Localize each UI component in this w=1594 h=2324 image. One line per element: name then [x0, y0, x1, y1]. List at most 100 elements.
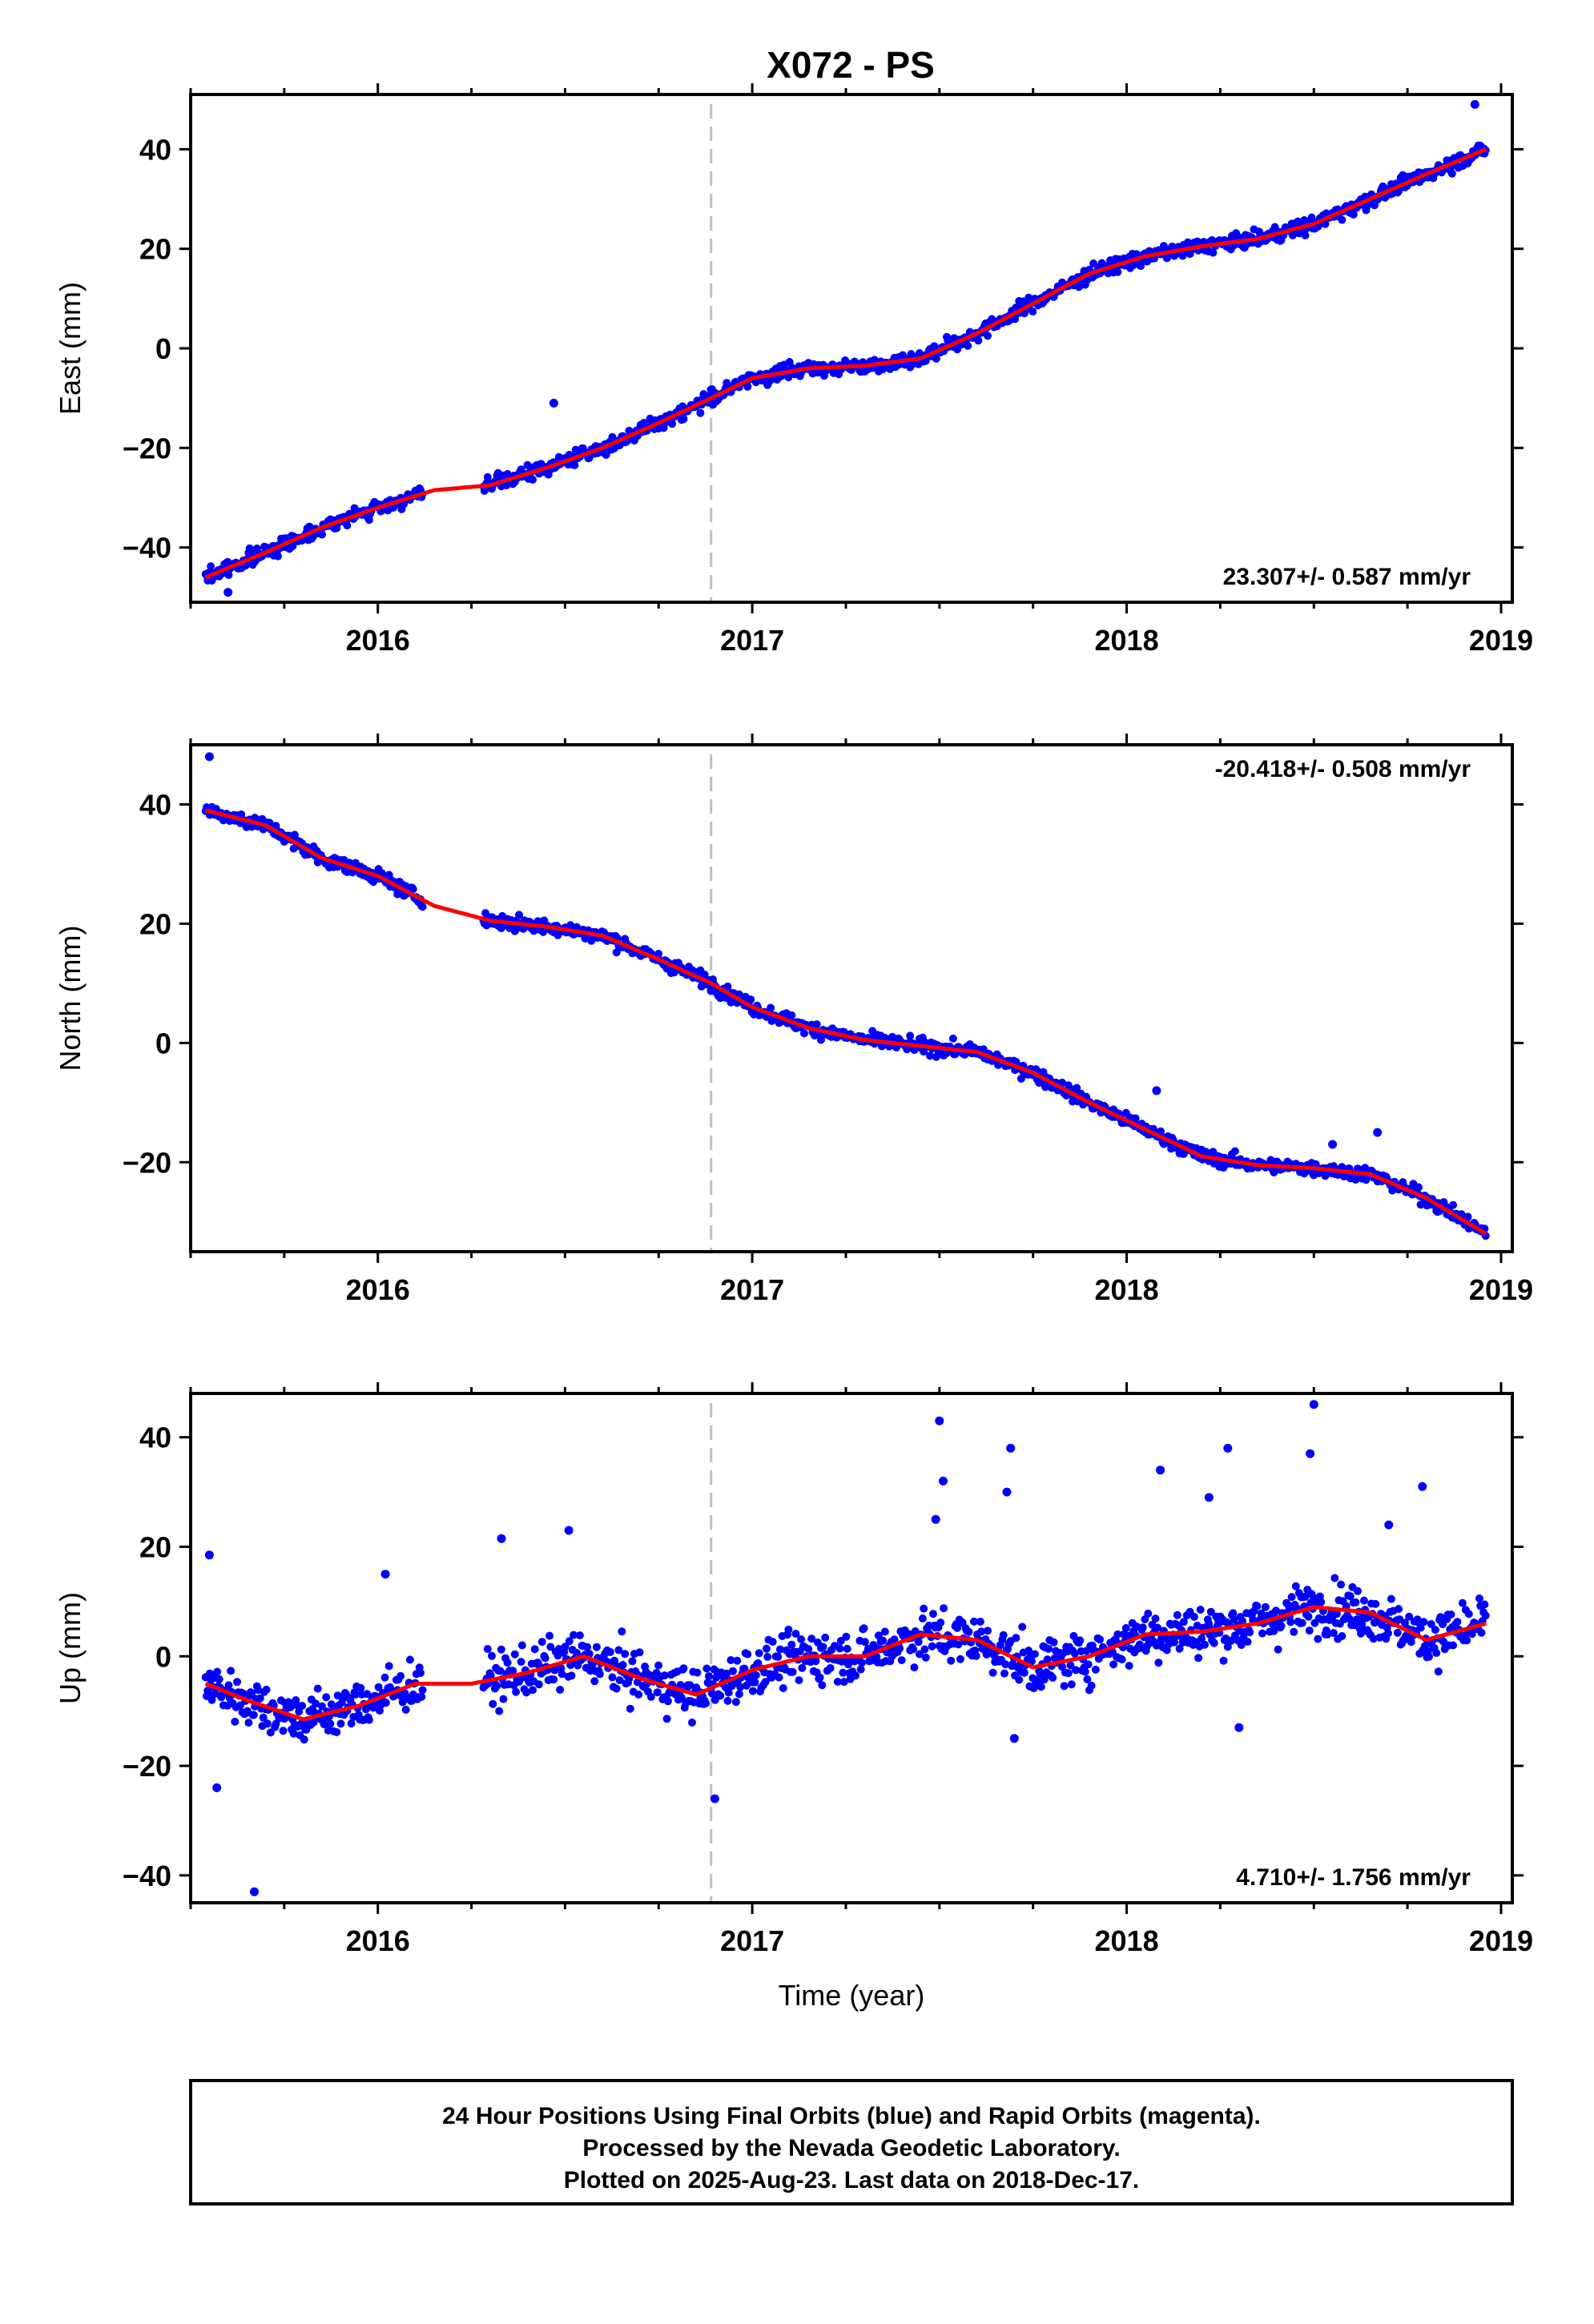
data-point — [489, 1699, 497, 1708]
data-point — [249, 1711, 258, 1719]
data-point — [595, 1670, 604, 1679]
data-point — [1081, 1667, 1089, 1676]
data-point — [1314, 1634, 1322, 1643]
data-point — [936, 1618, 945, 1627]
chart-title: X072 - PS — [767, 44, 935, 86]
data-point — [396, 1671, 405, 1680]
data-point — [495, 1707, 504, 1715]
data-point — [763, 1652, 772, 1661]
data-point — [880, 1627, 889, 1636]
outlier-point — [1470, 99, 1479, 109]
data-point — [1287, 1593, 1296, 1602]
data-point — [977, 1627, 986, 1636]
data-point — [381, 1699, 390, 1707]
data-point — [1330, 1574, 1339, 1582]
x-tick-label: 2017 — [720, 1273, 784, 1306]
data-point — [984, 1626, 992, 1635]
y-tick-label: −20 — [123, 432, 171, 464]
data-point — [817, 1035, 825, 1044]
data-point — [988, 1668, 997, 1677]
data-point — [418, 1686, 427, 1695]
data-point — [1209, 248, 1218, 257]
data-point — [263, 1719, 272, 1728]
data-point — [1028, 308, 1037, 316]
data-point — [254, 1686, 263, 1695]
data-point — [920, 1604, 928, 1613]
data-point — [512, 1687, 521, 1696]
data-point — [1405, 1612, 1414, 1621]
data-point — [1274, 1645, 1282, 1654]
data-point — [1434, 1667, 1443, 1676]
data-point — [612, 1684, 621, 1693]
data-point — [567, 1671, 576, 1680]
data-point — [1270, 1168, 1278, 1176]
data-point — [565, 1637, 574, 1646]
data-point — [1467, 1630, 1476, 1638]
data-point — [279, 1727, 288, 1735]
data-point — [914, 1638, 923, 1647]
data-point — [856, 1665, 865, 1674]
data-point — [775, 1645, 784, 1654]
data-point — [676, 1681, 685, 1689]
data-point — [1201, 1640, 1209, 1649]
data-point — [1058, 1078, 1066, 1087]
data-point — [729, 1667, 737, 1675]
data-point — [1154, 1659, 1163, 1667]
data-point — [918, 1614, 927, 1622]
data-point — [1243, 1638, 1252, 1647]
data-point — [1045, 1644, 1053, 1653]
data-point — [503, 1659, 512, 1667]
data-point — [787, 1011, 796, 1019]
outlier-point — [1306, 1449, 1315, 1458]
data-point — [248, 1689, 256, 1698]
data-point — [947, 1656, 956, 1665]
data-point — [748, 1687, 757, 1695]
y-tick-label: 20 — [139, 1530, 171, 1563]
data-point — [343, 521, 352, 530]
data-point — [618, 1627, 626, 1636]
x-tick-label: 2018 — [1095, 1924, 1159, 1957]
outlier-point — [204, 1550, 214, 1560]
data-point — [1210, 1638, 1218, 1647]
data-point — [1125, 1662, 1133, 1671]
data-point — [1043, 1655, 1052, 1664]
data-point — [762, 1644, 771, 1653]
outlier-point — [1384, 1520, 1394, 1530]
outlier-point — [1156, 1466, 1165, 1475]
data-point — [735, 1690, 743, 1699]
data-point — [1196, 1606, 1205, 1614]
data-point — [1407, 1638, 1415, 1647]
data-point — [244, 1719, 253, 1727]
data-point — [724, 1688, 733, 1697]
data-point — [1427, 1620, 1435, 1628]
data-point — [347, 1719, 356, 1728]
data-point — [332, 1728, 341, 1736]
data-point — [1205, 1619, 1214, 1628]
x-tick-label: 2017 — [720, 624, 784, 657]
data-point — [974, 336, 983, 345]
data-point — [1223, 1642, 1232, 1651]
data-point — [1419, 1618, 1428, 1626]
data-point — [921, 1653, 930, 1662]
data-point — [1246, 1628, 1254, 1637]
y-tick-label: −40 — [123, 1860, 171, 1892]
data-point — [1219, 1656, 1228, 1665]
data-point — [1301, 231, 1310, 239]
outlier-point — [710, 1794, 719, 1803]
y-tick-label: 40 — [139, 788, 171, 821]
data-point — [926, 1051, 935, 1060]
data-point — [1449, 1641, 1458, 1650]
data-point — [1436, 1613, 1445, 1622]
data-point — [1238, 1617, 1247, 1626]
data-point — [1189, 1613, 1198, 1621]
trend-line — [204, 1605, 1487, 1722]
outlier-point — [1002, 1487, 1012, 1497]
data-point — [1291, 1582, 1300, 1590]
data-point — [1359, 1596, 1368, 1605]
data-point — [743, 1650, 752, 1659]
data-point — [791, 1630, 800, 1638]
data-point — [259, 1713, 268, 1722]
data-point — [1015, 1675, 1024, 1684]
data-point — [628, 1657, 637, 1666]
